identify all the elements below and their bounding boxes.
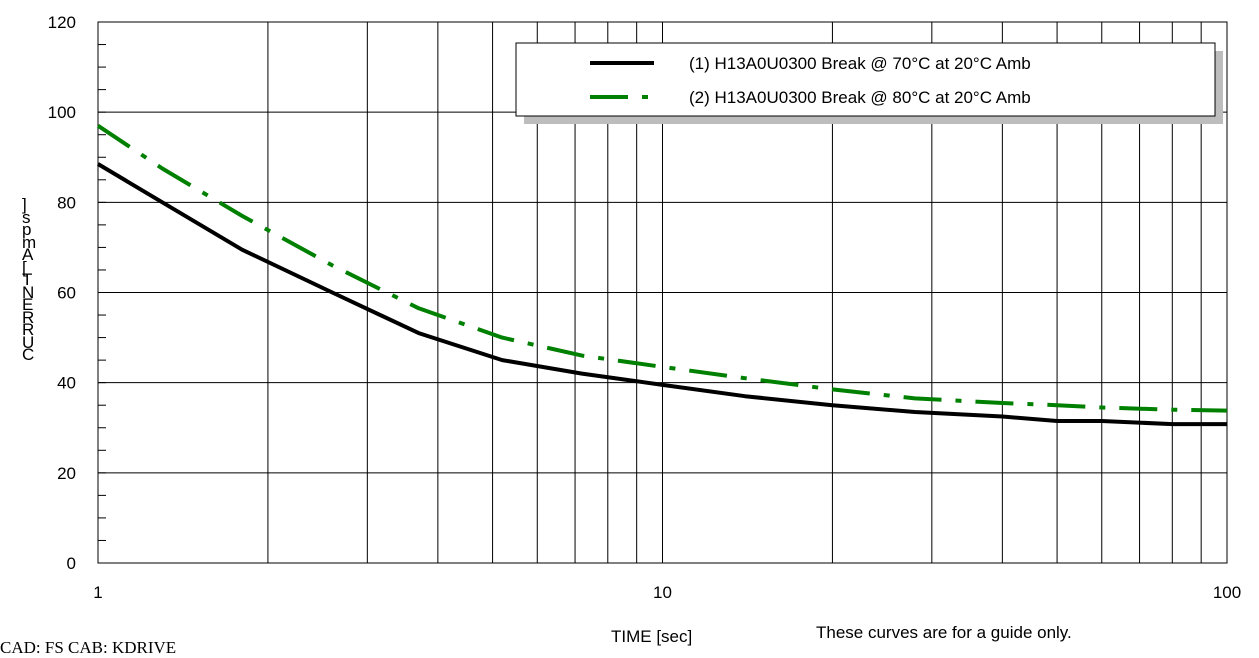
y-axis-label-char: R xyxy=(22,320,35,339)
legend-label-series-2: (2) H13A0U0300 Break @ 80°C at 20°C Amb xyxy=(689,88,1031,107)
legend-box xyxy=(515,42,1216,117)
y-axis-label-char: p xyxy=(22,220,32,239)
y-tick-label: 80 xyxy=(57,193,76,212)
legend-label-series-1: (1) H13A0U0300 Break @ 70°C at 20°C Amb xyxy=(689,54,1031,73)
y-axis-label-char: [ xyxy=(22,257,27,277)
y-tick-label: 100 xyxy=(48,103,76,122)
y-tick-label: 60 xyxy=(57,284,76,303)
y-axis-label-char: s xyxy=(22,207,31,227)
y-axis-label-char: E xyxy=(22,295,34,314)
guide-note: These curves are for a guide only. xyxy=(816,623,1072,642)
x-tick-labels: 1 10 100 xyxy=(93,583,1241,602)
y-tick-label: 0 xyxy=(67,554,76,573)
x-tick-label: 100 xyxy=(1213,583,1241,602)
footer-cad-cab: CAD: FS CAB: KDRIVE xyxy=(0,638,177,657)
legend: (1) H13A0U0300 Break @ 70°C at 20°C Amb … xyxy=(515,42,1223,124)
y-axis-label-char: ] xyxy=(22,195,27,214)
y-axis-label-char: U xyxy=(22,332,35,352)
y-axis-label-char: A xyxy=(22,245,34,264)
plot-area xyxy=(97,21,1228,564)
minor-ticks xyxy=(98,21,106,564)
y-axis-label-char: T xyxy=(22,270,33,289)
y-tick-labels: 0 20 40 60 80 100 120 xyxy=(48,13,76,573)
y-tick-label: 40 xyxy=(57,374,76,393)
y-axis-label-char: N xyxy=(22,282,35,302)
y-axis-label-char: C xyxy=(22,345,35,364)
series-line-1 xyxy=(96,162,1227,427)
x-axis-label: TIME [sec] xyxy=(611,627,693,646)
x-tick-label: 1 xyxy=(93,583,102,602)
series-line-2 xyxy=(96,124,1228,413)
y-axis-label-char: m xyxy=(22,232,37,252)
y-tick-label: 20 xyxy=(57,464,76,483)
series-layer xyxy=(96,124,1228,427)
y-axis-label-char: R xyxy=(22,307,35,327)
y-tick-label: 120 xyxy=(48,13,76,32)
x-tick-label: 10 xyxy=(653,583,672,602)
